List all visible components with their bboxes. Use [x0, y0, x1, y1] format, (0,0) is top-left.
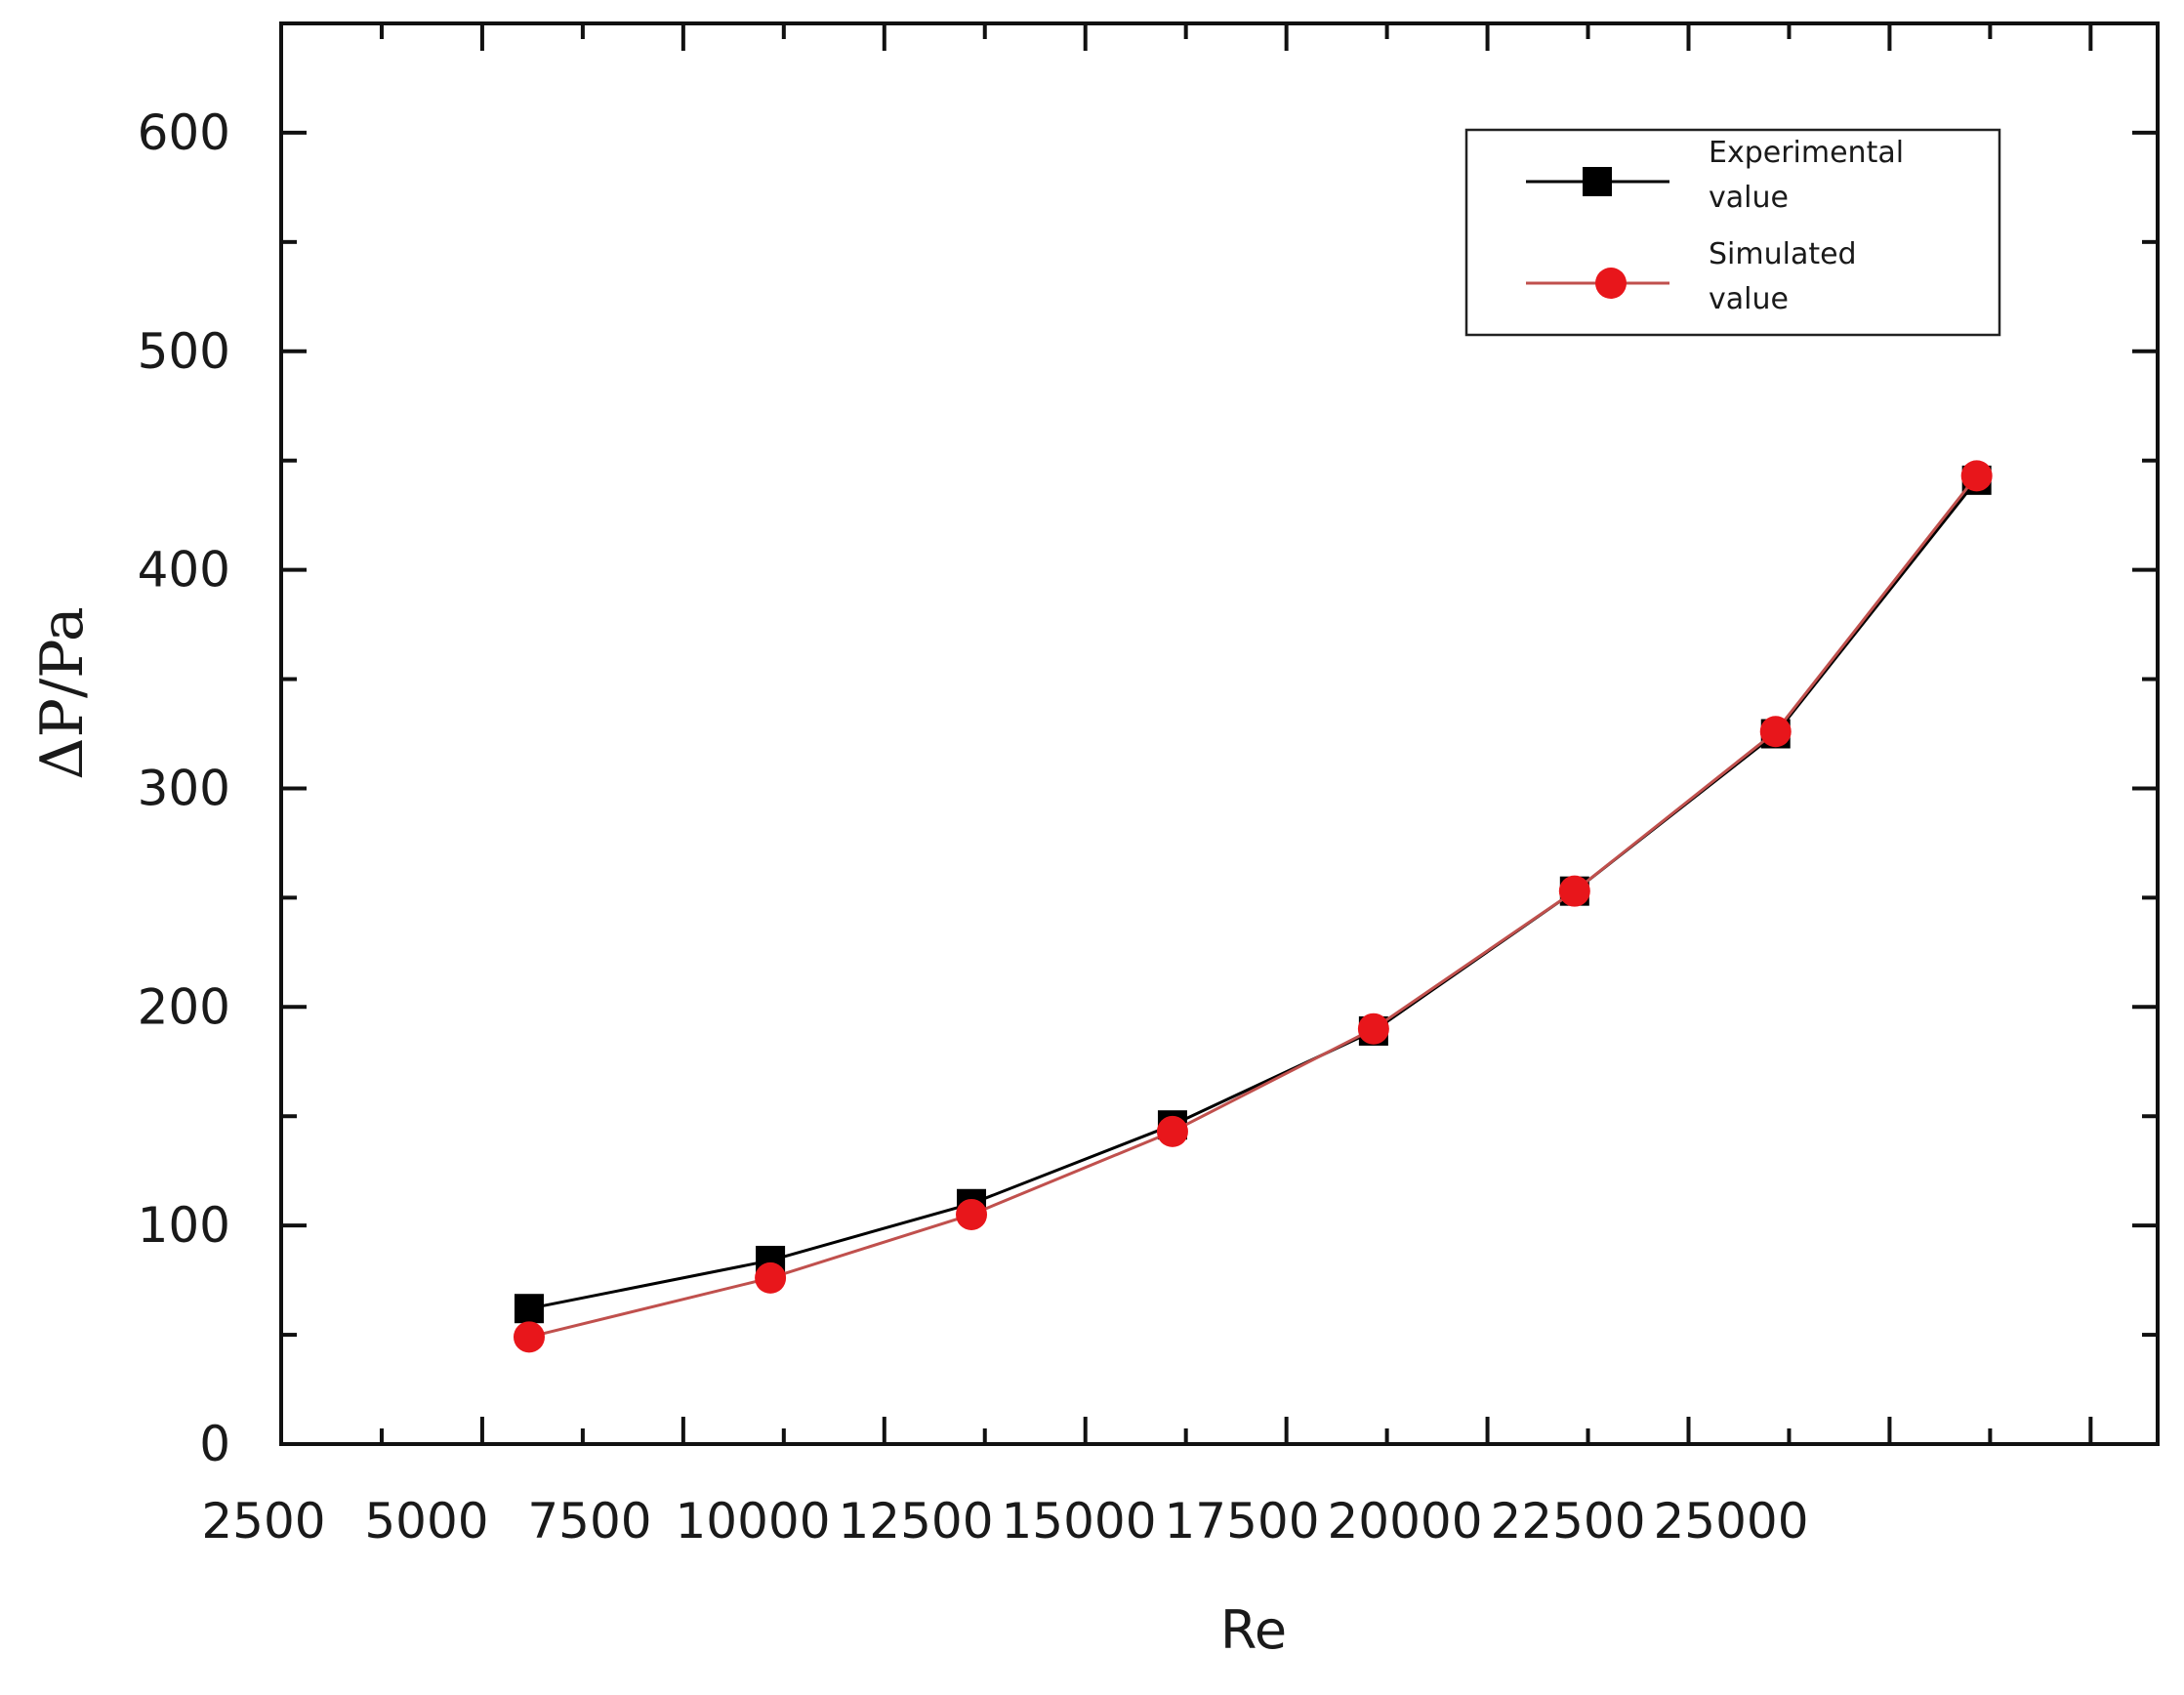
x-tick-label: 17500: [1164, 1493, 1319, 1550]
x-tick-label: 15000: [1001, 1493, 1156, 1550]
data-point-circle: [513, 1321, 545, 1353]
data-point-circle: [755, 1261, 787, 1294]
legend-label: Simulated: [1709, 237, 1857, 271]
series-experimental: [514, 465, 1992, 1324]
legend-label: value: [1709, 181, 1789, 215]
data-point-circle: [1357, 1013, 1389, 1045]
legend: Experimental value Simulated value: [1464, 128, 2001, 337]
x-tick-label: 2500: [201, 1493, 325, 1550]
y-tick-label: 600: [138, 104, 230, 161]
x-tick-label: 7500: [527, 1493, 651, 1550]
legend-box: [1464, 128, 2001, 337]
data-point-circle: [1759, 716, 1792, 748]
legend-circle-marker: [1595, 268, 1627, 299]
y-tick-label: 200: [138, 978, 230, 1035]
x-tick-label: 20000: [1327, 1493, 1482, 1550]
data-point-circle: [956, 1198, 988, 1230]
x-tick-label: 12500: [838, 1493, 993, 1550]
series-simulated: [513, 460, 1993, 1353]
data-point-circle: [1960, 460, 1993, 492]
y-tick-label: 500: [138, 323, 230, 380]
y-axis-title: ΔP/Pa: [28, 606, 97, 779]
plot-border: [279, 21, 2160, 1446]
legend-item-experimental: Experimental value: [1526, 136, 1904, 215]
data-point-circle: [1156, 1115, 1188, 1147]
x-tick-label: 5000: [364, 1493, 488, 1550]
x-axis: 2500 5000 7500 10000 12500 15000 17500 20000 225…: [201, 23, 2093, 1550]
x-tick-label: 10000: [675, 1493, 830, 1550]
plot-frame: [279, 21, 2160, 1446]
legend-label: Experimental: [1709, 136, 1904, 170]
series-layer: [513, 460, 1993, 1353]
legend-label: value: [1709, 282, 1789, 316]
series-line: [528, 478, 1978, 1310]
x-tick-label: 25000: [1653, 1493, 1808, 1550]
legend-item-simulated: Simulated value: [1526, 237, 1857, 316]
x-axis-title: Re: [1220, 1599, 1287, 1661]
y-axis: 0 100 200 300 400 500 600: [138, 21, 2158, 1472]
y-tick-label: 300: [138, 760, 230, 816]
y-tick-label: 0: [199, 1416, 230, 1472]
x-tick-label: 22500: [1490, 1493, 1645, 1550]
data-point-square: [514, 1294, 544, 1324]
y-tick-label: 400: [138, 542, 230, 599]
series-line: [528, 475, 1978, 1339]
data-point-circle: [1558, 875, 1590, 907]
y-tick-label: 100: [138, 1197, 230, 1254]
legend-square-marker: [1583, 167, 1612, 196]
